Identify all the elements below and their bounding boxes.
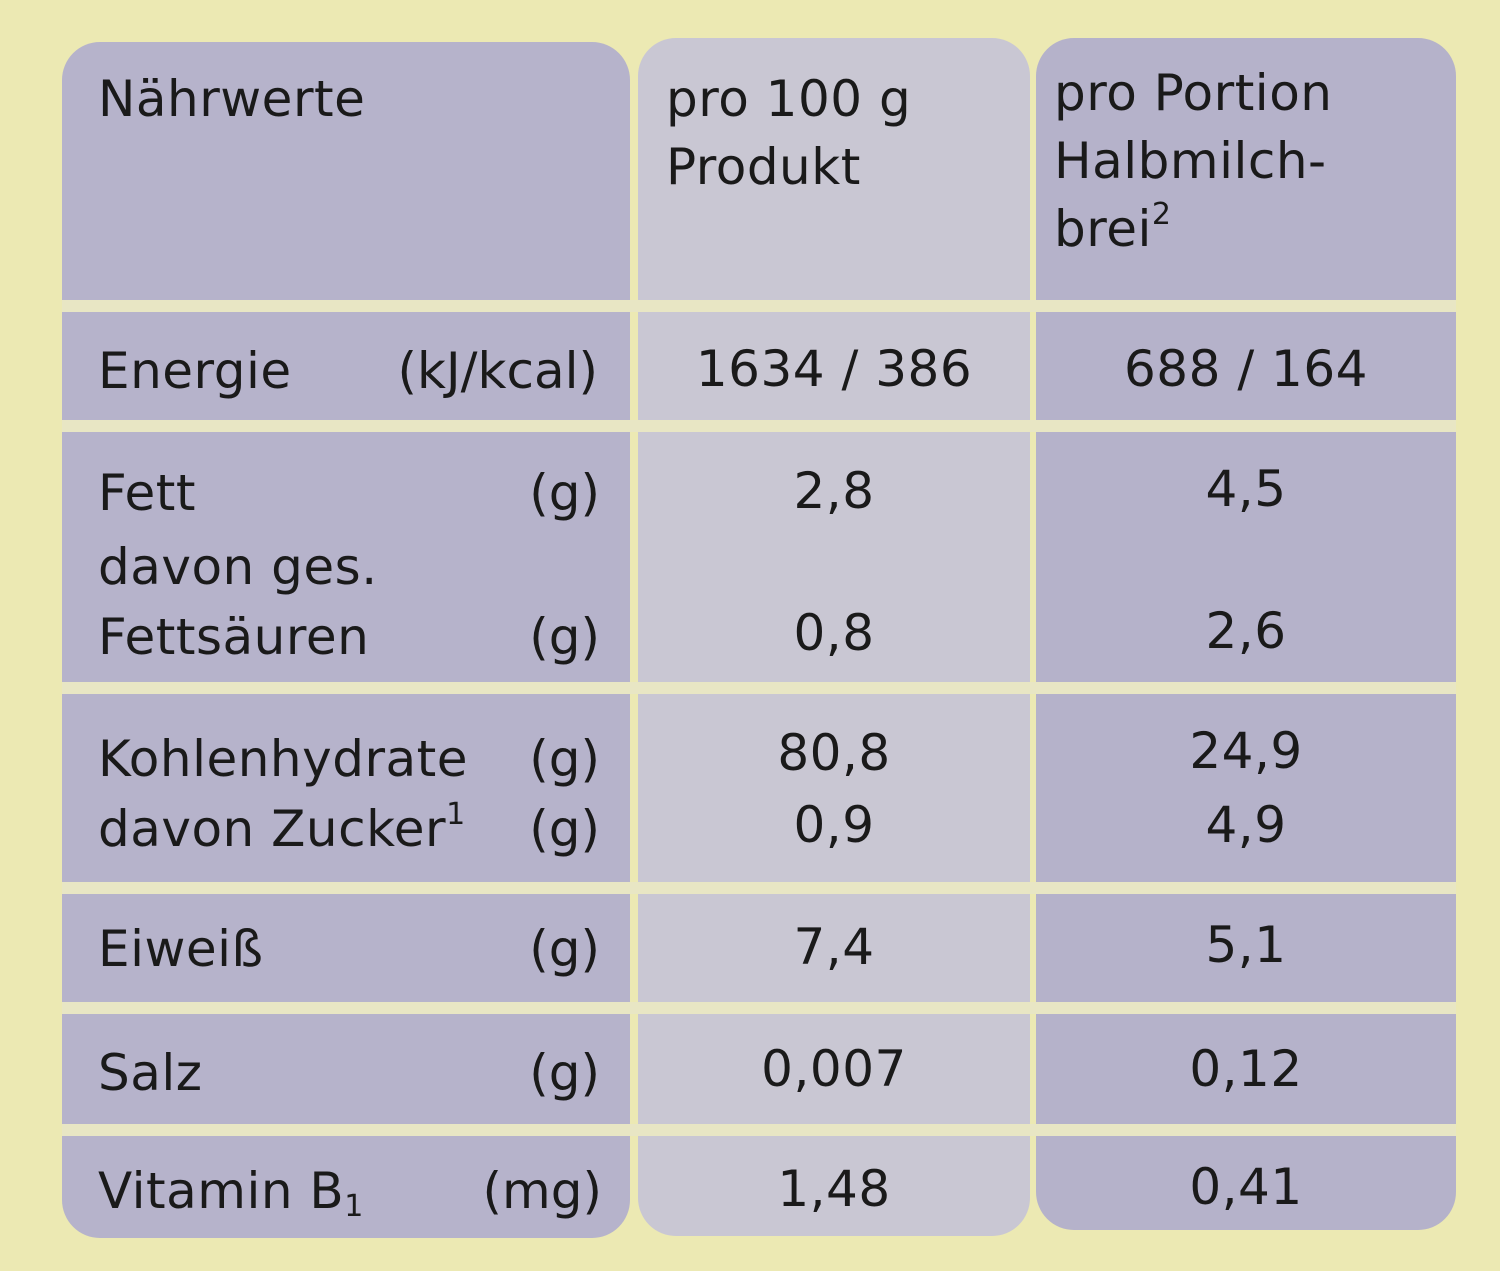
header-per-100g-line1: pro 100 g — [666, 70, 912, 128]
fettsaeuren-unit: (g) — [529, 608, 600, 666]
energie-portion: 688 / 164 — [1123, 340, 1368, 398]
header-per-portion-line2: Halbmilch- — [1054, 132, 1327, 190]
fett-portion: 4,5 — [1205, 460, 1287, 518]
row-divider — [62, 420, 1456, 432]
per-100g-column-background — [638, 38, 1030, 1236]
kohlenhydrate-per100: 80,8 — [777, 724, 891, 782]
salz-portion: 0,12 — [1189, 1040, 1303, 1098]
salz-label: Salz — [98, 1044, 203, 1102]
footnote-2: 2 — [1151, 197, 1172, 232]
vitamin-b1-per100: 1,48 — [777, 1160, 891, 1218]
row-divider — [62, 1002, 1456, 1014]
header-naehrwerte: Nährwerte — [98, 70, 366, 128]
header-per-portion-line3: brei2 — [1054, 197, 1172, 259]
row-divider — [62, 682, 1456, 694]
fettsaeuren-portion: 2,6 — [1205, 602, 1287, 660]
salz-unit: (g) — [529, 1044, 600, 1102]
zucker-portion: 4,9 — [1205, 796, 1287, 854]
footnote-1: 1 — [446, 797, 466, 832]
kohlenhydrate-label: Kohlenhydrate — [98, 730, 469, 788]
fett-label: Fett — [98, 464, 196, 522]
row-divider — [62, 300, 1456, 312]
fettsaeuren-label-line2: Fettsäuren — [98, 608, 370, 666]
energie-unit: (kJ/kcal) — [397, 342, 598, 400]
fettsaeuren-label-line1: davon ges. — [98, 538, 378, 596]
vitamin-subscript: 1 — [344, 1189, 364, 1224]
zucker-label: davon Zucker1 — [98, 797, 466, 859]
fett-unit: (g) — [529, 464, 600, 522]
zucker-unit: (g) — [529, 800, 600, 858]
kohlenhydrate-unit: (g) — [529, 730, 600, 788]
eiweiss-unit: (g) — [529, 920, 600, 978]
energie-label: Energie — [98, 342, 292, 400]
vitamin-b1-portion: 0,41 — [1189, 1158, 1303, 1216]
eiweiss-per100: 7,4 — [793, 918, 875, 976]
label-column-background — [62, 42, 630, 1238]
vitamin-b1-unit: (mg) — [482, 1162, 602, 1220]
energie-per100: 1634 / 386 — [695, 340, 973, 398]
header-per-100g-line2: Produkt — [666, 138, 861, 196]
fett-per100: 2,8 — [793, 462, 875, 520]
row-divider — [62, 1124, 1456, 1136]
kohlenhydrate-portion: 24,9 — [1189, 722, 1303, 780]
zucker-per100: 0,9 — [793, 796, 875, 854]
fettsaeuren-per100: 0,8 — [793, 604, 875, 662]
salz-per100: 0,007 — [761, 1040, 907, 1098]
per-portion-column-background — [1036, 38, 1456, 1230]
eiweiss-portion: 5,1 — [1205, 916, 1287, 974]
eiweiss-label: Eiweiß — [98, 920, 264, 978]
header-per-portion-line1: pro Portion — [1054, 64, 1333, 122]
vitamin-b1-label: Vitamin B1 — [98, 1162, 364, 1224]
row-divider — [62, 882, 1456, 894]
